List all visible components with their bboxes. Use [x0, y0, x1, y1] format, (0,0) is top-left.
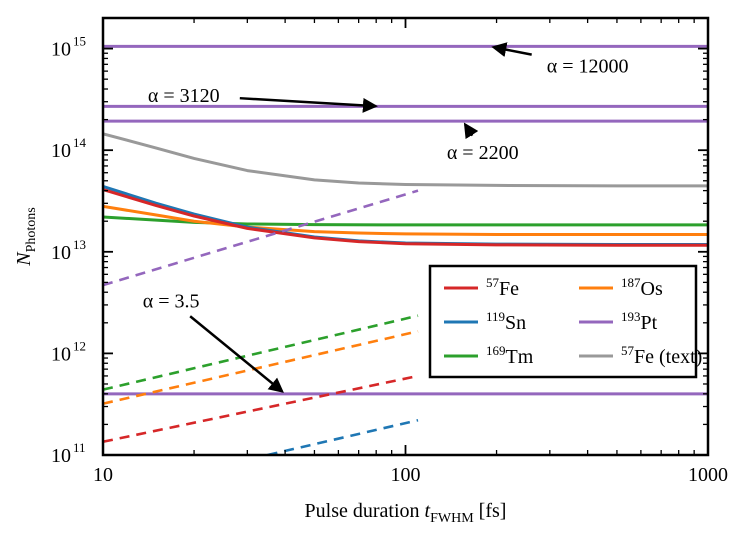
legend-label: 187Os — [621, 275, 663, 300]
y-tick-exponent: 12 — [73, 338, 86, 353]
y-tick-label: 10 — [51, 140, 71, 162]
legend-label-name: Fe (text) — [634, 346, 702, 368]
series-line-os187_dashed — [103, 330, 419, 405]
y-tick-base: 10 — [51, 242, 71, 264]
y-axis-title: NPhotons — [13, 207, 39, 266]
y-tick-base: 10 — [51, 140, 71, 162]
annotation-arrow — [463, 122, 479, 140]
annotation-label: α = 2200 — [447, 142, 519, 164]
y-tick-exponent: 14 — [73, 135, 87, 150]
y-axis-title-var: N — [13, 251, 35, 267]
x-axis-title-unit: [fs] — [474, 500, 507, 522]
legend-label-sup: 193 — [621, 309, 641, 324]
x-axis-title-main: Pulse duration — [305, 500, 425, 522]
series-line-fe57_text — [103, 132, 708, 188]
y-tick-label: 10 — [51, 39, 71, 61]
legend-label-name: Pt — [641, 312, 658, 334]
series-line-fe57_dashed — [103, 374, 419, 444]
annotation-arrow — [239, 96, 378, 113]
y-tick-label: 10 — [51, 445, 71, 467]
series-line-tm169_dashed — [103, 314, 419, 391]
legend-label-sup: 169 — [486, 343, 506, 358]
y-tick-exponent: 11 — [73, 440, 86, 455]
annotation-label: α = 3120 — [148, 85, 220, 107]
legend-label: 119Sn — [486, 309, 526, 334]
x-axis-title: Pulse duration tFWHM [fs] — [305, 500, 507, 526]
y-axis-title-group: NPhotons — [13, 207, 39, 266]
series-line-sn119_dashed — [267, 418, 419, 455]
legend-label-sup: 119 — [486, 309, 505, 324]
series-line-tm169 — [103, 215, 708, 227]
y-tick-exponent: 15 — [73, 34, 86, 49]
legend-label-name: Sn — [505, 312, 526, 334]
series-line-pt193_dashed — [103, 189, 419, 287]
x-tick-label: 100 — [391, 464, 421, 486]
x-axis-title-var: t — [425, 500, 431, 522]
legend-label-sup: 187 — [621, 275, 641, 290]
series-line-os187 — [103, 204, 708, 236]
legend-label-name: Fe — [499, 278, 519, 300]
legend-label: 169Tm — [486, 343, 534, 368]
legend-label-name: Tm — [506, 346, 534, 368]
series-line-fe57 — [103, 188, 708, 247]
legend-label: 57Fe — [486, 275, 519, 300]
annotation-arrow — [491, 42, 532, 57]
annotation-label: α = 12000 — [547, 56, 629, 78]
legend-label-sup: 57 — [621, 343, 635, 358]
y-tick-base: 10 — [51, 343, 71, 365]
legend-label-sup: 57 — [486, 275, 500, 290]
y-axis-title-sub: Photons — [24, 207, 39, 252]
legend-label-name: Os — [641, 278, 663, 300]
x-tick-label: 10 — [93, 464, 113, 486]
y-tick-label: 10 — [51, 242, 71, 264]
legend-label: 193Pt — [621, 309, 658, 334]
x-axis-title-sub: FWHM — [430, 511, 474, 526]
legend-label: 57Fe (text) — [621, 343, 702, 368]
annotation-arrow — [189, 315, 284, 393]
y-tick-exponent: 13 — [73, 237, 86, 252]
y-tick-base: 10 — [51, 39, 71, 61]
y-tick-label: 10 — [51, 343, 71, 365]
x-tick-label: 1000 — [688, 464, 728, 486]
annotation-label: α = 3.5 — [143, 291, 200, 313]
y-tick-base: 10 — [51, 445, 71, 467]
